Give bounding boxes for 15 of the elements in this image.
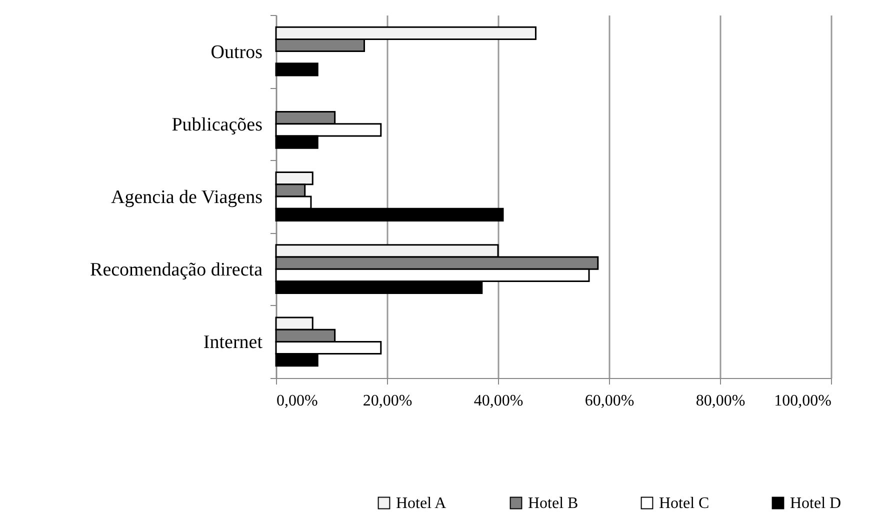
- legend-label: Hotel A: [396, 495, 447, 512]
- y-tick-label: Outros: [210, 42, 262, 63]
- x-tick-label: 60,00%: [584, 392, 634, 410]
- legend-label: Hotel D: [790, 495, 842, 512]
- y-tick-label: Internet: [203, 332, 264, 354]
- x-tick-label: 0,00%: [276, 392, 318, 410]
- y-tick-label: Recomendação directa: [90, 260, 264, 281]
- y-tick-label: Agencia de Viagens: [110, 187, 262, 208]
- x-tick-label: 20,00%: [362, 392, 412, 410]
- x-tick-label: 80,00%: [696, 392, 746, 410]
- legend-label: Hotel B: [528, 495, 578, 512]
- x-tick-label: 100,00%: [774, 392, 832, 410]
- x-tick-label: 40,00%: [474, 392, 524, 410]
- legend-label: Hotel C: [659, 495, 710, 512]
- y-tick-label: Publicações: [172, 114, 262, 136]
